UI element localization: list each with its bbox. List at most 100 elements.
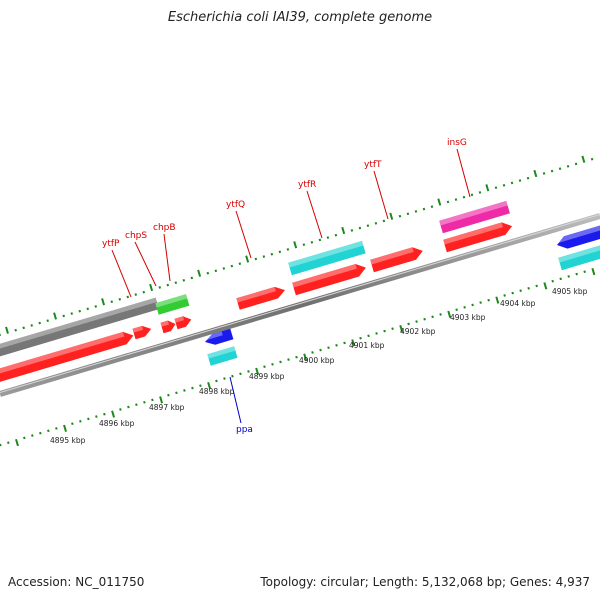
minor-tick <box>190 276 194 280</box>
minor-tick <box>391 327 394 331</box>
feature-insG-bar-highlight <box>439 200 508 226</box>
gene-label-ppa: ppa <box>236 425 253 435</box>
feature-chpS-arrow-highlight <box>132 325 144 333</box>
minor-tick <box>358 226 362 230</box>
minor-tick <box>14 328 17 332</box>
minor-tick <box>127 405 130 409</box>
gene-label-chpS: chpS <box>125 231 147 241</box>
minor-tick <box>238 262 242 266</box>
feature-ytfP-arrow <box>0 331 134 382</box>
minor-tick <box>223 377 226 380</box>
feature-green-bar <box>155 294 190 315</box>
major-tick <box>437 198 442 206</box>
minor-tick <box>23 436 26 440</box>
minor-tick <box>439 313 442 316</box>
minor-tick <box>302 243 306 247</box>
leader-chpS <box>134 241 157 287</box>
feature-insG-arrow <box>443 222 513 253</box>
feature-ytfR-bar <box>288 240 366 276</box>
minor-tick <box>78 309 82 313</box>
map-title: Escherichia coli IAI39, complete genome <box>167 10 433 25</box>
minor-tick <box>206 271 210 275</box>
minor-tick <box>271 362 274 366</box>
minor-tick <box>431 315 434 319</box>
major-tick <box>591 267 596 276</box>
major-tick <box>399 324 404 333</box>
minor-tick <box>383 329 386 333</box>
minor-tick <box>382 219 386 223</box>
minor-tick <box>494 186 498 190</box>
minor-tick <box>359 336 362 340</box>
minor-tick <box>446 200 450 204</box>
minor-tick <box>31 434 34 437</box>
minor-tick <box>535 284 538 288</box>
leader-ytfP <box>111 249 132 298</box>
minor-tick <box>174 281 178 285</box>
feature-ytfP-arrow-highlight <box>0 331 125 374</box>
minor-tick <box>167 393 170 397</box>
feature-ppa-arrow-highlight <box>203 331 223 341</box>
major-tick <box>351 339 356 347</box>
minor-tick <box>110 300 114 304</box>
minor-tick <box>0 443 2 447</box>
feature-green-bar-highlight <box>155 294 188 308</box>
feature-ppa-arrow <box>205 328 234 345</box>
kbp-label: 4900 kbp <box>299 356 335 365</box>
feature-ytfR-bar-highlight <box>288 240 364 268</box>
minor-tick <box>279 360 282 364</box>
minor-tick <box>542 172 546 175</box>
minor-tick <box>183 389 186 392</box>
minor-tick <box>142 290 146 294</box>
minor-tick <box>430 205 434 209</box>
kbp-label: 4904 kbp <box>500 299 536 308</box>
feature-chpS-arrow <box>132 325 152 340</box>
minor-tick <box>126 295 130 299</box>
minor-tick <box>511 291 514 295</box>
feature-gray-bar <box>0 297 160 357</box>
feature-cyan-right-bar-highlight <box>558 245 600 263</box>
minor-tick <box>319 348 322 352</box>
minor-tick <box>343 341 346 345</box>
minor-tick <box>214 269 218 273</box>
kbp-label: 4902 kbp <box>400 327 436 336</box>
feature-insG-bar <box>439 200 510 234</box>
minor-tick <box>79 419 82 423</box>
major-tick <box>447 310 452 319</box>
gene-label-ytfT: ytfT <box>364 160 382 170</box>
minor-tick <box>254 257 258 261</box>
minor-tick <box>134 293 138 296</box>
minor-tick <box>87 417 90 421</box>
major-tick <box>543 282 548 290</box>
leader-insG <box>456 148 471 198</box>
minor-tick <box>454 198 458 201</box>
minor-tick <box>191 386 194 390</box>
major-tick <box>101 298 106 306</box>
minor-tick <box>151 398 154 402</box>
feature-chpB-arrow-a <box>160 320 176 334</box>
minor-tick <box>583 270 586 274</box>
minor-tick <box>518 179 522 182</box>
major-tick <box>293 241 298 249</box>
minor-tick <box>374 221 378 225</box>
major-tick <box>485 184 490 192</box>
minor-tick <box>415 320 418 323</box>
gene-label-ytfP: ytfP <box>102 239 120 249</box>
features <box>0 200 600 382</box>
feature-insG-arrow-highlight <box>443 222 504 245</box>
minor-tick <box>375 332 378 335</box>
major-tick <box>197 269 202 277</box>
minor-tick <box>510 181 514 185</box>
feature-ytfR-arrow <box>292 263 366 296</box>
feature-ytfQ-arrow <box>236 286 285 310</box>
minor-tick <box>55 427 58 430</box>
minor-tick <box>62 314 65 318</box>
minor-tick <box>470 193 474 197</box>
minor-tick <box>559 277 562 281</box>
minor-tick <box>287 358 290 361</box>
minor-tick <box>519 289 522 293</box>
minor-tick <box>455 308 458 312</box>
kbp-label: 4903 kbp <box>450 313 486 322</box>
major-tick <box>533 169 538 178</box>
minor-tick <box>230 264 234 268</box>
